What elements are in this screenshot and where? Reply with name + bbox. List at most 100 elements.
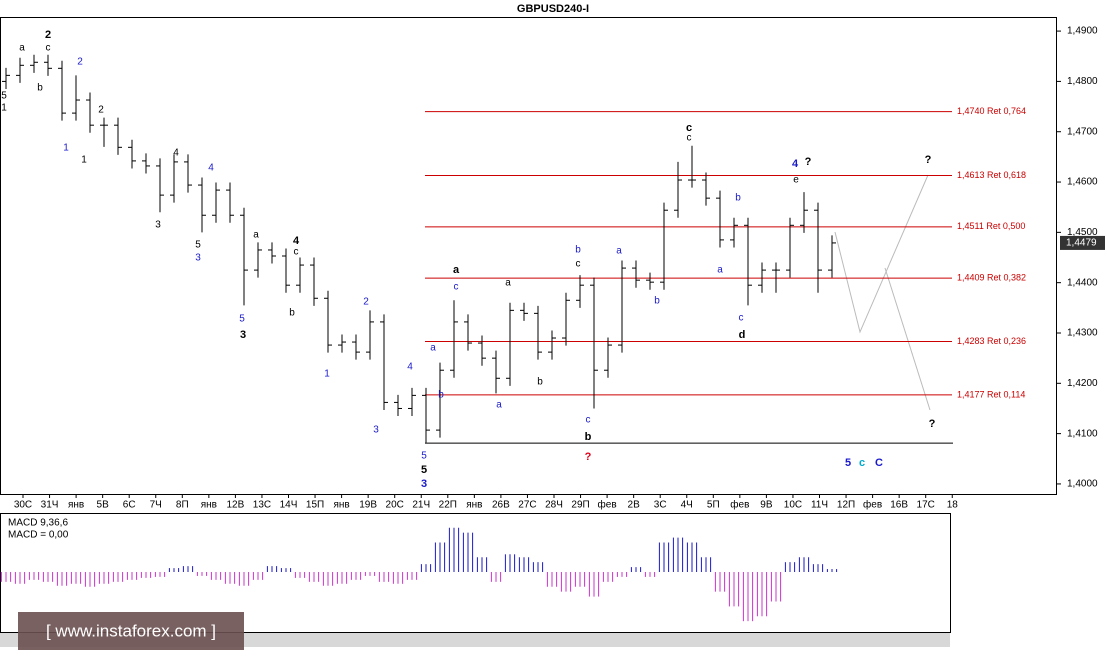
wave-label: a bbox=[19, 43, 25, 54]
wave-label: 3 bbox=[240, 329, 246, 341]
x-tick-label: 28Ч bbox=[545, 500, 563, 511]
watermark: [ www.instaforex.com ] bbox=[46, 621, 216, 640]
wave-label: 1 bbox=[63, 143, 69, 154]
x-tick-label: 10С bbox=[784, 500, 802, 511]
wave-label: 2 bbox=[77, 57, 83, 68]
fib-label: 1,4177 Ret 0,114 bbox=[957, 389, 1025, 399]
wave-label: C bbox=[875, 457, 883, 469]
x-tick-label: 11Ч bbox=[811, 500, 828, 511]
x-tick-label: янв bbox=[68, 500, 84, 511]
y-tick-label: 1,4300 bbox=[1067, 328, 1098, 339]
macd-value: MACD = 0,00 bbox=[8, 530, 69, 541]
x-tick-label: 2В bbox=[628, 500, 641, 511]
fib-label: 1,4511 Ret 0,500 bbox=[957, 221, 1025, 231]
wave-label: d bbox=[739, 329, 746, 341]
wave-label: c bbox=[576, 259, 581, 270]
wave-label: b bbox=[735, 193, 741, 204]
fib-label: 1,4740 Ret 0,764 bbox=[957, 106, 1026, 116]
wave-label: a bbox=[496, 400, 502, 411]
x-tick-label: фев bbox=[598, 499, 617, 511]
wave-label: 4 bbox=[173, 148, 179, 159]
current-price-label: 1,4479 bbox=[1066, 238, 1097, 249]
wave-label: 4 bbox=[792, 158, 799, 170]
wave-label: c bbox=[294, 247, 299, 258]
x-tick-label: 17С bbox=[917, 500, 935, 511]
x-tick-label: 5В bbox=[97, 500, 110, 511]
y-tick-label: 1,4800 bbox=[1067, 76, 1098, 87]
x-tick-label: 12П bbox=[837, 500, 855, 511]
x-tick-label: янв bbox=[466, 500, 482, 511]
fib-label: 1,4409 Ret 0,382 bbox=[957, 273, 1026, 283]
wave-label: b bbox=[585, 431, 592, 443]
y-tick-label: 1,4400 bbox=[1067, 277, 1098, 288]
y-tick-label: 1,4000 bbox=[1067, 479, 1098, 490]
wave-label: 1 bbox=[81, 155, 87, 166]
wave-label: 4 bbox=[208, 163, 214, 174]
y-tick-label: 1,4500 bbox=[1067, 227, 1098, 238]
x-tick-label: 3С bbox=[654, 500, 667, 511]
x-tick-label: 13С bbox=[253, 500, 271, 511]
x-tick-label: 6С bbox=[123, 500, 136, 511]
wave-label: 5 bbox=[1, 91, 7, 102]
wave-label: c bbox=[586, 415, 591, 426]
current-price-box bbox=[1060, 235, 1105, 250]
x-tick-label: янв bbox=[333, 500, 349, 511]
wave-label: 3 bbox=[155, 220, 161, 231]
wave-label: 4 bbox=[293, 235, 300, 247]
fib-label: 1,4613 Ret 0,618 bbox=[957, 170, 1026, 180]
wave-label: 3 bbox=[195, 253, 201, 264]
fib-label: 1,4283 Ret 0,236 bbox=[957, 336, 1026, 346]
wave-label: ? bbox=[925, 154, 932, 166]
y-tick-label: 1,4600 bbox=[1067, 177, 1098, 188]
x-tick-label: янв bbox=[201, 500, 217, 511]
wave-label: 2 bbox=[45, 29, 51, 41]
y-tick-label: 1,4200 bbox=[1067, 378, 1098, 389]
wave-label: 3 bbox=[421, 478, 427, 490]
wave-label: c bbox=[739, 313, 744, 324]
wave-label: ? bbox=[805, 156, 812, 168]
wave-label: c bbox=[686, 122, 692, 134]
wave-label: b bbox=[654, 296, 660, 307]
macd-panel bbox=[0, 513, 951, 633]
x-tick-label: 21Ч bbox=[412, 500, 430, 511]
x-tick-label: 20С bbox=[386, 500, 404, 511]
x-tick-label: 8П bbox=[176, 500, 189, 511]
wave-label: 1 bbox=[324, 369, 330, 380]
wave-label: 3 bbox=[373, 425, 379, 436]
x-tick-label: 9В bbox=[760, 500, 773, 511]
wave-label: 2 bbox=[363, 297, 369, 308]
x-tick-label: 27С bbox=[518, 500, 536, 511]
wave-label: a bbox=[453, 264, 460, 276]
wave-label: b bbox=[575, 245, 581, 256]
wave-label: 1 bbox=[1, 103, 7, 114]
y-tick-label: 1,4700 bbox=[1067, 126, 1098, 137]
x-tick-label: фев bbox=[863, 499, 882, 511]
wave-label: ? bbox=[585, 451, 592, 463]
wave-label: b bbox=[37, 83, 43, 94]
x-tick-label: 7Ч bbox=[150, 500, 162, 511]
x-tick-label: 29П bbox=[571, 500, 589, 511]
x-tick-label: фев bbox=[730, 499, 749, 511]
x-tick-label: 26В bbox=[492, 500, 510, 511]
wave-label: a bbox=[505, 278, 511, 289]
wave-label: c bbox=[687, 133, 692, 144]
x-tick-label: 4Ч bbox=[681, 500, 693, 511]
wave-label: 5 bbox=[421, 451, 427, 462]
wave-label: a bbox=[717, 265, 723, 276]
wave-label: a bbox=[616, 246, 622, 257]
x-tick-label: 22П bbox=[439, 500, 457, 511]
x-tick-label: 14Ч bbox=[280, 500, 298, 511]
watermark-box bbox=[18, 612, 244, 650]
wave-label: 5 bbox=[845, 457, 851, 469]
wave-label: c bbox=[46, 43, 51, 54]
wave-label: ? bbox=[929, 418, 936, 430]
x-tick-label: 18 bbox=[947, 500, 959, 511]
y-tick-label: 1,4100 bbox=[1067, 428, 1098, 439]
projection-line bbox=[834, 174, 929, 334]
x-tick-label: 12В bbox=[227, 500, 245, 511]
x-tick-label: 30С bbox=[14, 500, 32, 511]
projection-line bbox=[884, 267, 931, 411]
wave-label: b bbox=[438, 390, 444, 401]
